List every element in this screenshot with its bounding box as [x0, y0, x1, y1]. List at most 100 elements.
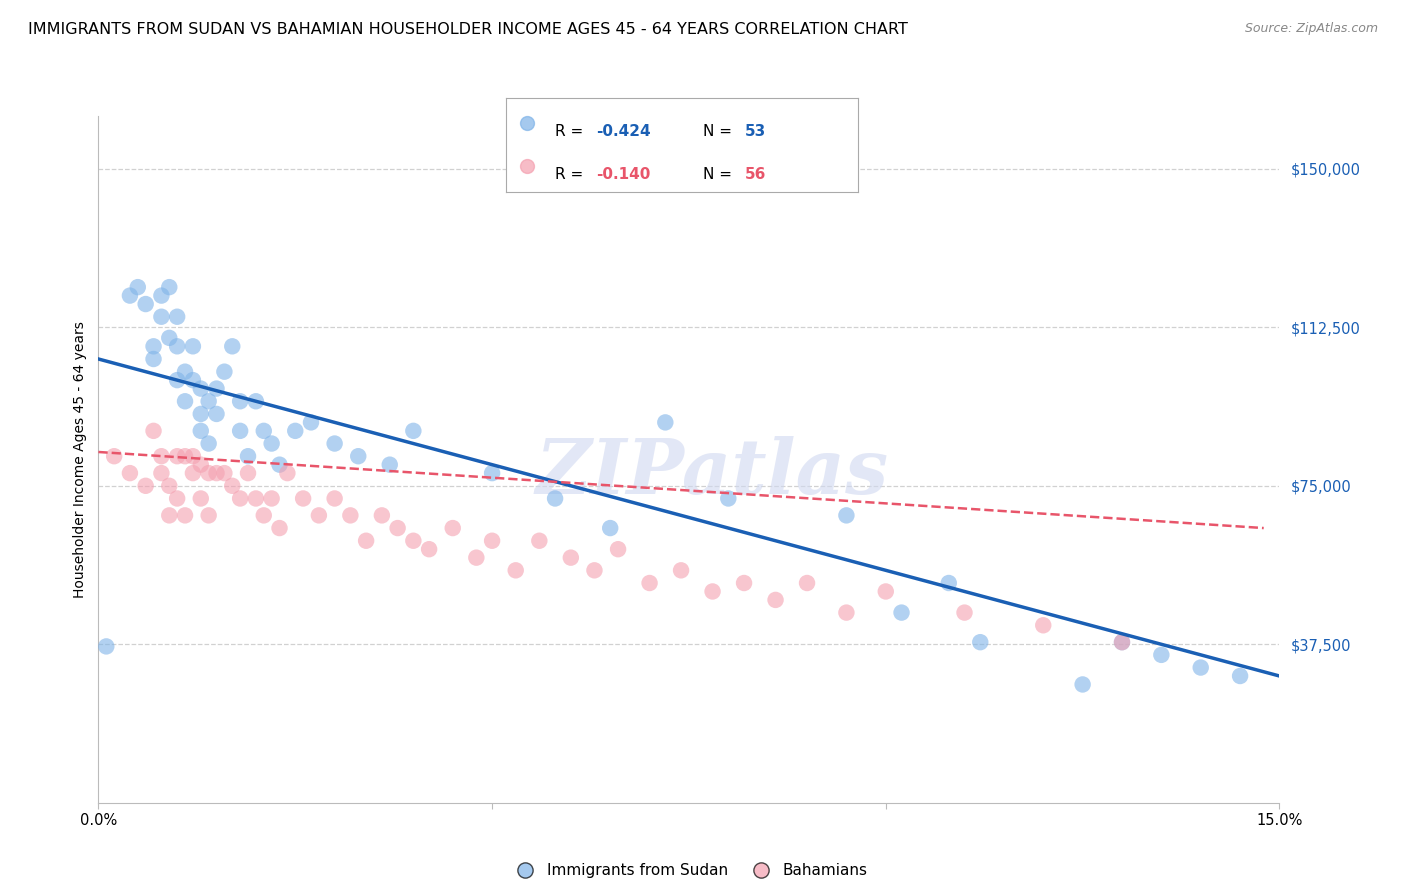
- Point: [260, 436, 283, 450]
- Point: [150, 466, 173, 480]
- Point: [1189, 660, 1212, 674]
- Point: [347, 449, 370, 463]
- Point: [1229, 669, 1251, 683]
- Text: 53: 53: [745, 124, 766, 138]
- Point: [481, 533, 503, 548]
- Point: [1071, 677, 1094, 691]
- Legend: Immigrants from Sudan, Bahamians: Immigrants from Sudan, Bahamians: [503, 857, 875, 885]
- Point: [118, 466, 141, 480]
- Point: [150, 449, 173, 463]
- Text: R =: R =: [555, 167, 589, 182]
- Point: [253, 508, 276, 523]
- Point: [96, 640, 118, 654]
- Point: [292, 491, 315, 506]
- Point: [835, 508, 858, 523]
- Point: [190, 491, 212, 506]
- Text: IMMIGRANTS FROM SUDAN VS BAHAMIAN HOUSEHOLDER INCOME AGES 45 - 64 YEARS CORRELAT: IMMIGRANTS FROM SUDAN VS BAHAMIAN HOUSEH…: [28, 22, 908, 37]
- Point: [890, 606, 912, 620]
- Point: [221, 479, 243, 493]
- Point: [135, 297, 157, 311]
- Point: [190, 458, 212, 472]
- Point: [142, 424, 165, 438]
- Point: [166, 449, 188, 463]
- Point: [875, 584, 897, 599]
- Point: [135, 479, 157, 493]
- Point: [299, 416, 322, 430]
- Point: [544, 491, 567, 506]
- Point: [308, 508, 330, 523]
- Point: [142, 351, 165, 366]
- Point: [402, 533, 425, 548]
- Point: [174, 508, 197, 523]
- Point: [103, 449, 125, 463]
- Point: [197, 394, 219, 409]
- Point: [402, 424, 425, 438]
- Point: [157, 479, 180, 493]
- Point: [702, 584, 724, 599]
- Point: [938, 576, 960, 591]
- Point: [245, 491, 267, 506]
- Point: [481, 466, 503, 480]
- Point: [339, 508, 361, 523]
- Point: [245, 394, 267, 409]
- Point: [127, 280, 149, 294]
- Point: [1150, 648, 1173, 662]
- Point: [190, 407, 212, 421]
- Point: [214, 365, 236, 379]
- Point: [269, 521, 291, 535]
- Point: [166, 339, 188, 353]
- Point: [669, 563, 692, 577]
- Point: [371, 508, 394, 523]
- Point: [181, 339, 204, 353]
- Point: [150, 288, 173, 302]
- Point: [190, 382, 212, 396]
- Point: [197, 466, 219, 480]
- Point: [157, 280, 180, 294]
- Text: ZIPatlas: ZIPatlas: [536, 436, 889, 510]
- Text: 56: 56: [745, 167, 766, 182]
- Point: [583, 563, 606, 577]
- Point: [166, 491, 188, 506]
- Point: [733, 576, 755, 591]
- Point: [323, 491, 346, 506]
- Point: [166, 373, 188, 387]
- Point: [157, 331, 180, 345]
- Point: [1111, 635, 1133, 649]
- Point: [142, 339, 165, 353]
- Point: [221, 339, 243, 353]
- Text: N =: N =: [703, 167, 737, 182]
- Point: [166, 310, 188, 324]
- Point: [150, 310, 173, 324]
- Point: [465, 550, 488, 565]
- Point: [765, 593, 787, 607]
- Point: [197, 436, 219, 450]
- Point: [205, 466, 228, 480]
- Point: [174, 394, 197, 409]
- Point: [284, 424, 307, 438]
- Point: [229, 424, 252, 438]
- Text: -0.140: -0.140: [596, 167, 650, 182]
- Point: [253, 424, 276, 438]
- Point: [717, 491, 740, 506]
- Point: [953, 606, 976, 620]
- Point: [236, 449, 259, 463]
- Point: [378, 458, 401, 472]
- Point: [607, 542, 630, 557]
- Point: [441, 521, 464, 535]
- Point: [197, 508, 219, 523]
- Point: [269, 458, 291, 472]
- Point: [387, 521, 409, 535]
- Point: [638, 576, 661, 591]
- Text: R =: R =: [555, 124, 589, 138]
- Text: -0.424: -0.424: [596, 124, 651, 138]
- Point: [205, 407, 228, 421]
- Point: [654, 416, 676, 430]
- Point: [118, 288, 141, 302]
- Point: [835, 606, 858, 620]
- Point: [181, 449, 204, 463]
- Point: [190, 424, 212, 438]
- Point: [174, 365, 197, 379]
- Point: [529, 533, 551, 548]
- Point: [505, 563, 527, 577]
- Point: [1032, 618, 1054, 632]
